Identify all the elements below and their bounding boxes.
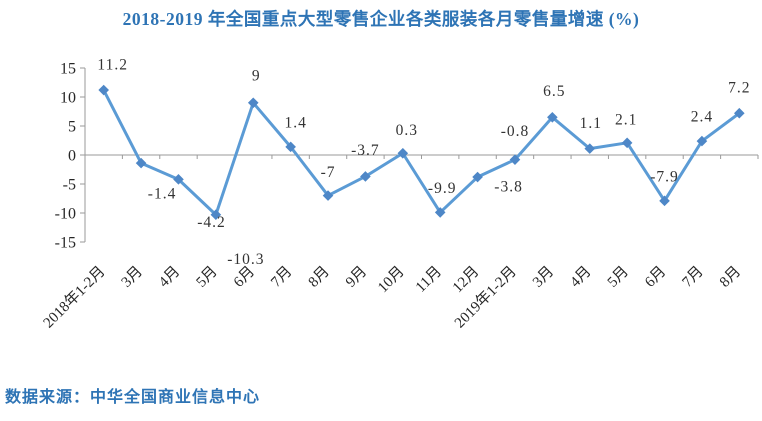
x-tick-label: 4月 [156, 264, 183, 291]
data-point-marker [584, 143, 596, 154]
x-tick-label: 5月 [193, 264, 220, 291]
x-tick-label: 4月 [567, 264, 594, 291]
y-tick-label: -10 [55, 206, 76, 223]
x-tick-label: 3月 [530, 264, 557, 291]
x-tick-label: 8月 [717, 264, 744, 291]
data-point-marker [173, 174, 184, 185]
data-point-marker [547, 111, 558, 123]
data-point-marker [659, 195, 670, 207]
data-label: -3.8 [494, 179, 523, 196]
data-point-marker [472, 171, 483, 183]
data-point-marker [322, 190, 334, 201]
data-point-marker [397, 147, 409, 159]
data-label: -7 [321, 164, 336, 181]
data-label: 11.2 [97, 57, 128, 74]
data-label: 2.1 [615, 111, 637, 128]
chart-title: 2018-2019 年全国重点大型零售企业各类服装各月零售量增速 (%) [122, 9, 640, 29]
x-tick-label: 9月 [343, 264, 370, 291]
data-label: 9 [252, 67, 261, 84]
data-point-marker [696, 135, 708, 147]
x-tick-label: 10月 [375, 264, 408, 297]
data-point-marker [135, 157, 147, 169]
x-tick-label: 2018年1-2月 [40, 263, 109, 332]
data-label: 1.4 [284, 114, 306, 131]
data-label: -10.3 [227, 251, 264, 268]
x-tick-label: 3月 [119, 264, 146, 291]
y-tick-label: 15 [60, 61, 76, 78]
y-tick-label: 0 [68, 148, 76, 165]
x-tick-label: 8月 [306, 264, 333, 291]
series-line [102, 88, 741, 217]
data-point-marker [247, 97, 259, 109]
data-point-marker [733, 107, 745, 119]
y-tick-label: 10 [60, 90, 76, 107]
data-point-marker [210, 209, 222, 221]
data-label: -7.9 [650, 168, 679, 185]
y-tick-label: -15 [55, 235, 76, 252]
y-tick-label: 5 [68, 119, 76, 136]
data-label: 7.2 [728, 80, 750, 97]
x-tick-label: 11月 [413, 264, 445, 296]
data-label: 6.5 [543, 83, 565, 100]
data-point-marker [509, 154, 521, 165]
x-tick-label: 6月 [642, 264, 669, 291]
data-label: 0.3 [396, 122, 418, 139]
x-tick-label: 5月 [605, 264, 632, 291]
data-point-marker [434, 207, 446, 218]
data-point-marker [360, 171, 371, 182]
data-label: -9.9 [428, 180, 457, 197]
data-point-marker [285, 141, 296, 153]
data-label: -1.4 [148, 186, 177, 203]
data-label: 1.1 [580, 115, 602, 132]
x-tick-label: 7月 [680, 264, 707, 291]
x-tick-label: 7月 [268, 264, 295, 291]
data-label: -4.2 [197, 214, 226, 231]
data-point-marker [98, 84, 110, 96]
data-source-label: 数据来源：中华全国商业信息中心 [5, 389, 261, 406]
data-label: -3.7 [351, 142, 380, 159]
data-label: -0.8 [501, 123, 530, 140]
x-tick-label: 12月 [450, 264, 483, 297]
data-point-marker [621, 137, 633, 149]
y-tick-label: -5 [63, 177, 76, 194]
data-label: 2.4 [691, 109, 713, 126]
line-chart-plot: 15 10 5 0 -5 -10 -15 2018年1-2月 3月 4月 5月 6月 7月 8月 9月 10月… [40, 57, 759, 332]
